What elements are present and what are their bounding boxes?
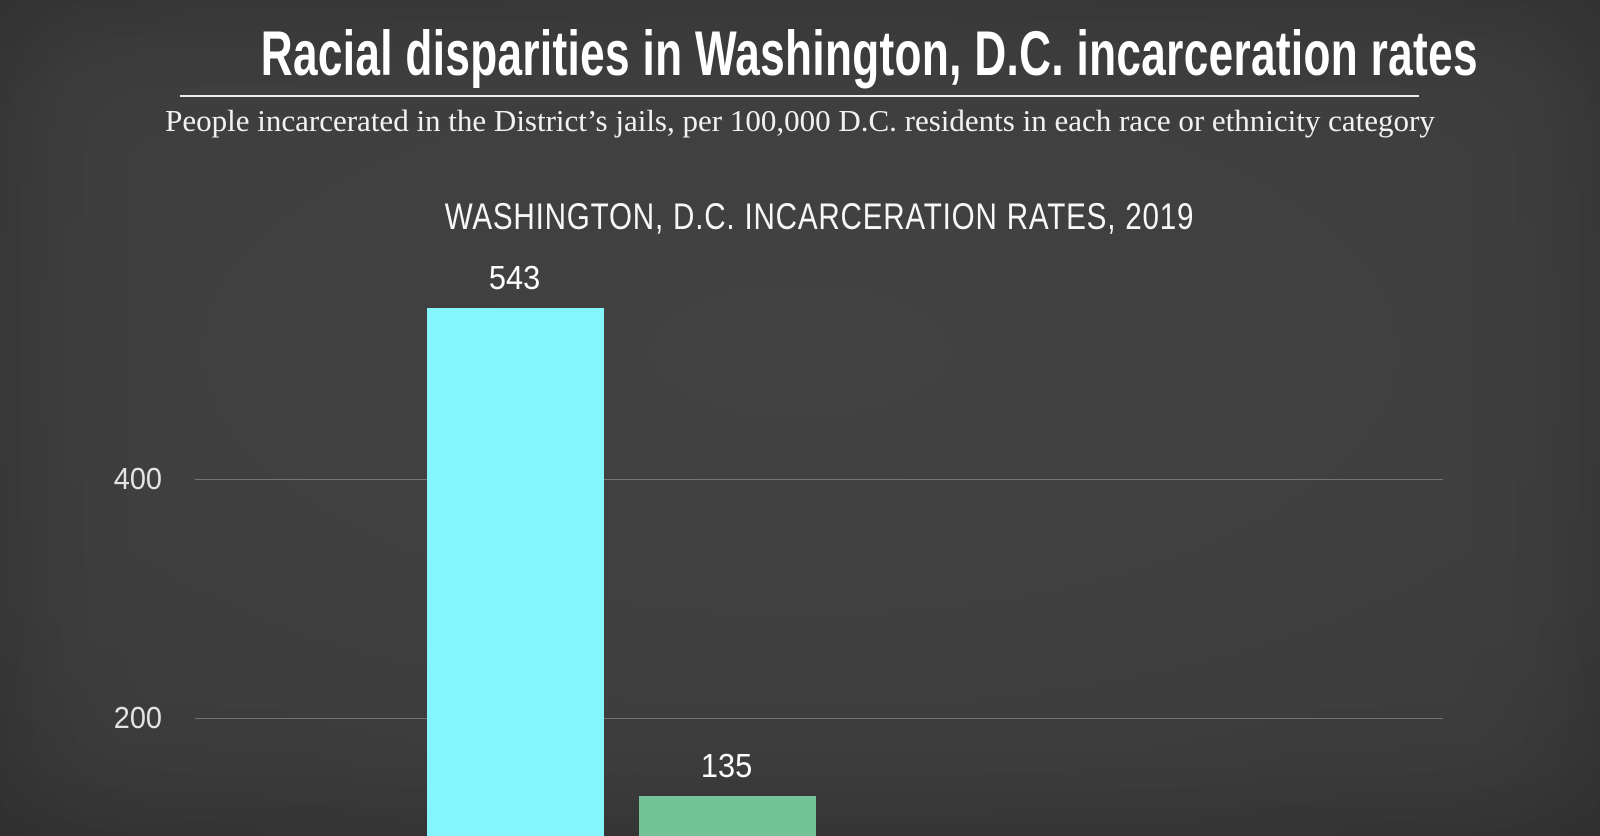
page-subtitle: People incarcerated in the District’s ja… — [165, 103, 1435, 138]
chart-bar-1 — [426, 308, 604, 836]
gridline-400 — [195, 479, 1443, 480]
chart-title-text: WASHINGTON, D.C. INCARCERATION RATES, 20… — [444, 196, 1194, 237]
title-divider — [180, 95, 1419, 97]
gridline-200 — [195, 718, 1443, 719]
bar-value-label-1: 543 — [489, 259, 541, 297]
page-title-text: Racial disparities in Washington, D.C. i… — [260, 19, 1478, 89]
y-tick-label-200: 200 — [114, 700, 163, 735]
chart-bar-2 — [638, 795, 816, 836]
bar-value-label-2: 135 — [701, 746, 753, 784]
y-tick-label-400: 400 — [114, 461, 163, 496]
chart-title: WASHINGTON, D.C. INCARCERATION RATES, 20… — [195, 196, 1443, 238]
page-title: Racial disparities in Washington, D.C. i… — [0, 18, 1600, 90]
